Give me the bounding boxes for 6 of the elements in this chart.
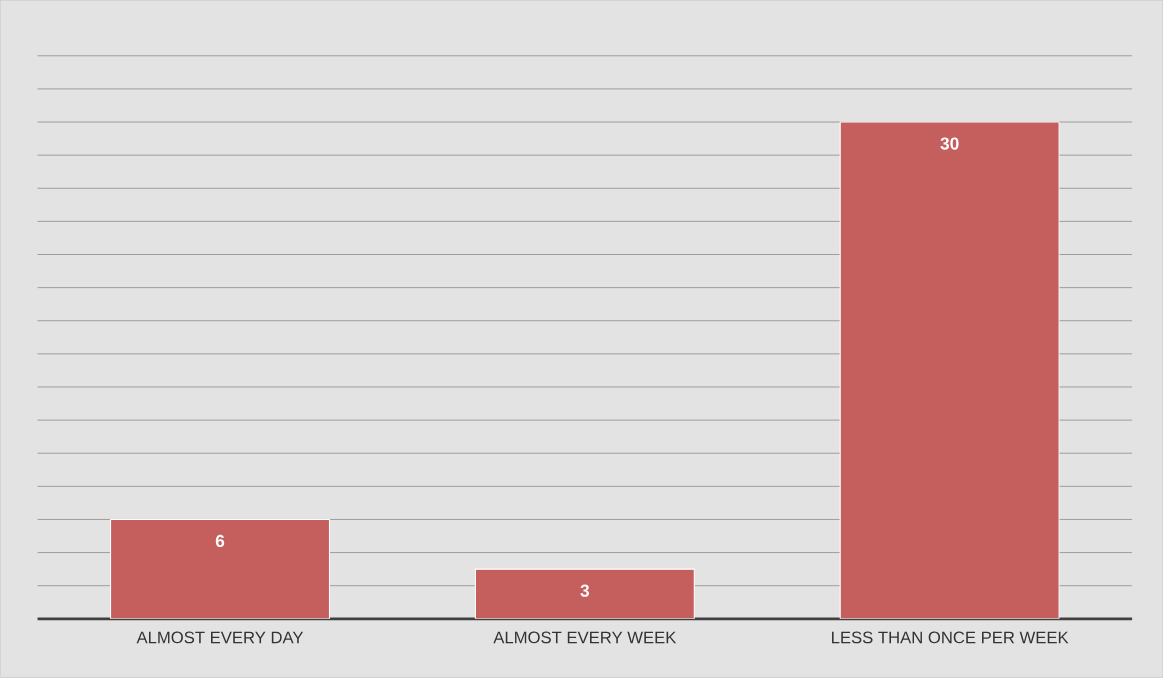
data-label: 3 — [580, 584, 590, 597]
data-label: 6 — [215, 534, 225, 548]
x-tick-label: LESS THAN ONCE PER WEEK — [832, 631, 1069, 644]
data-label: 30 — [940, 137, 959, 150]
x-tick-label: ALMOST EVERY DAY — [136, 631, 304, 644]
x-tick-label: ALMOST EVERY WEEK — [493, 631, 677, 644]
